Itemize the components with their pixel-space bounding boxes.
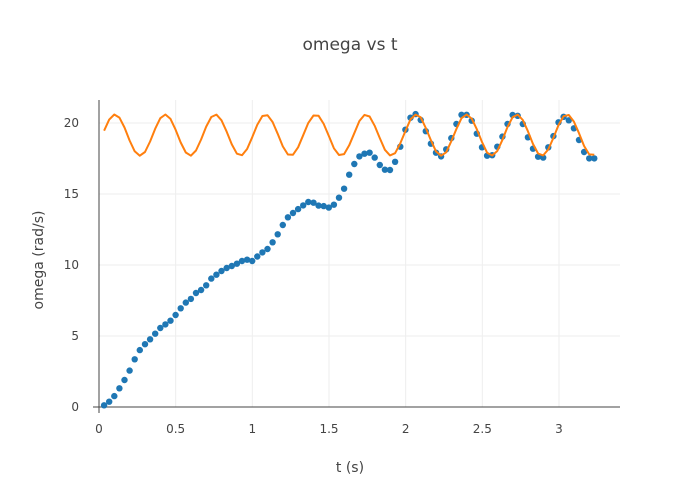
data-point[interactable] — [157, 324, 164, 332]
data-point[interactable] — [356, 153, 363, 160]
data-point[interactable] — [254, 253, 261, 260]
data-point[interactable] — [243, 256, 251, 263]
data-point[interactable] — [340, 185, 348, 192]
data-point[interactable] — [366, 149, 373, 156]
data-point[interactable] — [192, 289, 200, 297]
series-fit — [103, 113, 595, 157]
data-point[interactable] — [111, 392, 118, 400]
axes — [93, 100, 620, 413]
data-point[interactable] — [320, 202, 327, 210]
data-point[interactable] — [213, 271, 220, 278]
data-point[interactable] — [376, 161, 383, 169]
data-point[interactable] — [591, 155, 598, 162]
data-point[interactable] — [391, 158, 399, 165]
data-point[interactable] — [126, 367, 133, 374]
data-point[interactable] — [259, 249, 266, 256]
data-point[interactable] — [223, 264, 230, 272]
data-point[interactable] — [162, 321, 169, 328]
data-point[interactable] — [116, 385, 123, 392]
data-point[interactable] — [330, 201, 338, 208]
data-point[interactable] — [197, 286, 205, 294]
chart-title: omega vs t — [302, 35, 397, 55]
data-point[interactable] — [310, 199, 317, 206]
data-point[interactable] — [315, 202, 322, 209]
x-axis-label: t (s) — [336, 460, 364, 476]
y-tick-label: 5 — [71, 329, 79, 343]
data-point[interactable] — [100, 402, 108, 409]
data-point[interactable] — [264, 245, 271, 253]
data-point[interactable] — [152, 330, 159, 337]
data-point[interactable] — [351, 160, 358, 168]
x-axis-ticks: 0 0.5 1 1.5 2 2.5 3 — [95, 422, 563, 436]
data-point[interactable] — [141, 341, 149, 348]
data-point[interactable] — [146, 336, 154, 343]
data-point[interactable] — [289, 209, 297, 217]
data-point[interactable] — [386, 166, 394, 174]
data-point[interactable] — [274, 231, 281, 238]
data-point[interactable] — [586, 155, 593, 162]
data-point[interactable] — [106, 398, 113, 405]
data-point[interactable] — [131, 356, 138, 363]
data-point[interactable] — [300, 202, 307, 209]
data-point[interactable] — [208, 275, 215, 282]
x-tick-label: 2.5 — [473, 422, 492, 436]
data-point[interactable] — [279, 221, 286, 229]
data-point[interactable] — [177, 305, 184, 312]
data-point[interactable] — [407, 114, 414, 121]
data-point[interactable] — [284, 214, 292, 221]
data-point[interactable] — [238, 257, 246, 265]
x-tick-label: 1 — [249, 422, 257, 436]
data-point[interactable] — [203, 282, 210, 289]
data-point[interactable] — [136, 346, 143, 354]
data-point[interactable] — [294, 205, 302, 213]
data-point[interactable] — [182, 299, 189, 306]
grid — [99, 100, 620, 407]
y-tick-label: 20 — [64, 116, 79, 130]
data-point[interactable] — [305, 198, 312, 206]
data-point[interactable] — [249, 257, 256, 265]
x-tick-label: 1.5 — [319, 422, 338, 436]
y-axis-ticks: 0 5 10 15 20 — [64, 116, 79, 414]
data-point[interactable] — [187, 295, 195, 303]
data-point[interactable] — [233, 260, 241, 267]
data-point[interactable] — [335, 194, 343, 201]
y-tick-label: 10 — [64, 258, 79, 272]
y-axis-label: omega (rad/s) — [31, 211, 47, 310]
data-point[interactable] — [325, 204, 332, 211]
data-point[interactable] — [121, 376, 128, 384]
data-point[interactable] — [540, 154, 547, 161]
x-tick-label: 0 — [95, 422, 103, 436]
data-point[interactable] — [172, 311, 179, 319]
data-point[interactable] — [167, 317, 174, 324]
series-line-fit — [103, 113, 595, 157]
x-tick-label: 0.5 — [166, 422, 185, 436]
x-tick-label: 2 — [402, 422, 410, 436]
plot-area[interactable] — [100, 110, 598, 409]
data-point[interactable] — [269, 239, 276, 246]
data-point[interactable] — [361, 150, 368, 157]
y-tick-label: 15 — [64, 187, 79, 201]
data-point[interactable] — [371, 154, 378, 161]
y-tick-label: 0 — [71, 400, 79, 414]
data-point[interactable] — [381, 166, 389, 173]
data-point[interactable] — [346, 171, 353, 178]
data-point[interactable] — [218, 267, 225, 275]
data-point[interactable] — [228, 262, 235, 270]
x-tick-label: 3 — [555, 422, 563, 436]
